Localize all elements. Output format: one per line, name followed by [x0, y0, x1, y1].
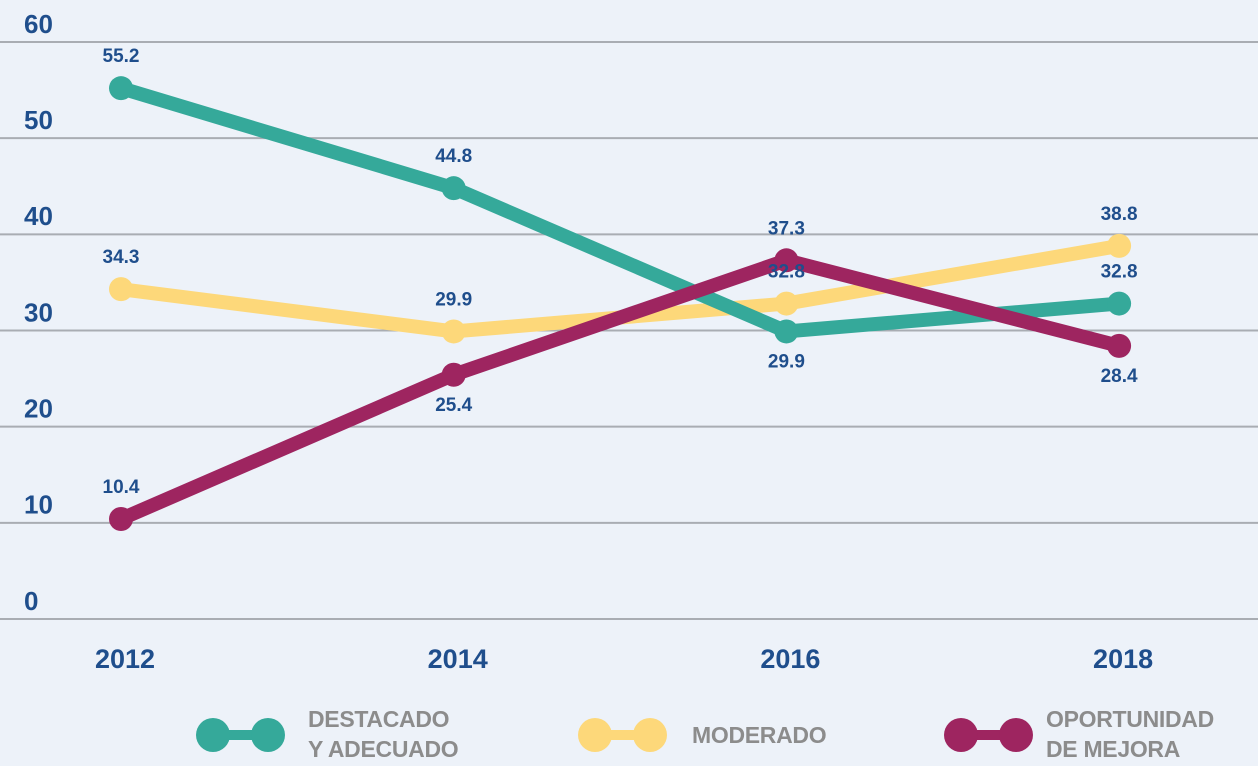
- x-tick-label: 2014: [428, 644, 488, 674]
- point: [109, 76, 133, 101]
- legend-label: DESTACADO Y ADECUADO: [308, 706, 459, 762]
- value-label: 29.9: [435, 289, 472, 310]
- legend-dot: [196, 718, 230, 752]
- x-tick-label: 2016: [760, 644, 820, 674]
- point: [1107, 333, 1132, 358]
- x-tick-label: 2018: [1093, 644, 1153, 674]
- point: [441, 176, 466, 201]
- value-label: 32.8: [1101, 262, 1138, 283]
- value-label: 34.3: [103, 247, 140, 268]
- y-tick-label: 10: [24, 490, 53, 520]
- legend-dot: [999, 718, 1033, 752]
- legend-dot: [578, 718, 612, 752]
- point: [774, 291, 799, 316]
- value-label: 38.8: [1101, 204, 1138, 225]
- point: [109, 277, 133, 302]
- point: [441, 362, 466, 387]
- legend-dot: [633, 718, 667, 752]
- value-label: 44.8: [435, 146, 472, 167]
- value-label: 37.3: [768, 218, 805, 239]
- value-label: 28.4: [1101, 366, 1138, 387]
- y-tick-label: 50: [24, 105, 53, 135]
- point: [774, 248, 799, 273]
- value-label: 32.8: [768, 262, 805, 283]
- point: [774, 319, 799, 344]
- y-tick-label: 0: [24, 586, 38, 616]
- point: [109, 506, 133, 531]
- value-label: 25.4: [435, 395, 472, 416]
- point: [441, 319, 466, 344]
- point: [1107, 233, 1132, 258]
- value-label: 55.2: [103, 46, 140, 67]
- x-tick-label: 2012: [95, 644, 155, 674]
- point: [1107, 291, 1132, 316]
- series-line: [118, 253, 1121, 526]
- series-line: [118, 81, 1120, 339]
- y-tick-label: 30: [24, 297, 53, 327]
- legend-label: MODERADO: [692, 722, 827, 748]
- legend-dot: [944, 718, 978, 752]
- value-label: 29.9: [768, 351, 805, 372]
- y-tick-label: 40: [24, 201, 53, 231]
- y-tick-label: 60: [24, 9, 53, 39]
- legend-label: OPORTUNIDAD DE MEJORA: [1046, 706, 1214, 762]
- value-label: 10.4: [103, 477, 140, 498]
- y-tick-label: 20: [24, 394, 53, 424]
- legend-dot: [251, 718, 285, 752]
